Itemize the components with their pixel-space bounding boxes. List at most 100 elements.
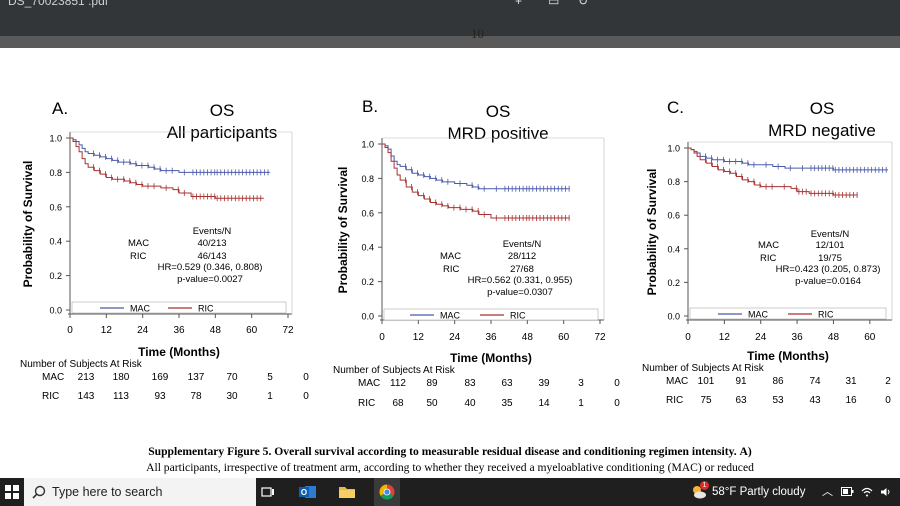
task-view-icon[interactable] xyxy=(256,478,280,506)
taskbar-search-box[interactable]: Type here to search xyxy=(24,478,256,506)
rotate-icon[interactable]: ↻ xyxy=(578,0,589,8)
x-axis-label: Time (Months) xyxy=(450,351,532,365)
p-value: p-value=0.0307 xyxy=(487,287,553,298)
chart-panel-1: A. OS All participants 0.0 0.2 0.4 0.6 0.8 1.0 0 1… xyxy=(20,99,309,402)
survival-curve-ric xyxy=(688,147,858,196)
risk-cell: 31 xyxy=(845,376,857,387)
zoom-in-icon[interactable]: + xyxy=(515,0,523,8)
x-tick-label: 36 xyxy=(792,332,804,343)
risk-cell: 35 xyxy=(501,398,513,409)
risk-cell: 112 xyxy=(390,378,406,389)
x-axis-label: Time (Months) xyxy=(747,349,829,363)
chart-title: OS xyxy=(810,99,835,118)
x-tick-label: 60 xyxy=(864,332,876,343)
pdf-viewer-toolbar: DS_70023851 .pdf + ▭ ↻ xyxy=(0,0,900,36)
stats-mac-events: 40/213 xyxy=(197,238,226,249)
stats-mac-label: MAC xyxy=(758,240,779,251)
stats-ric-label: RIC xyxy=(760,253,777,264)
panel-label: A. xyxy=(52,99,68,118)
risk-table-title: Number of Subjects At Risk xyxy=(20,359,143,370)
y-tick-label: 0.8 xyxy=(361,174,374,184)
risk-cell: 1 xyxy=(578,398,584,409)
y-tick-label: 0.0 xyxy=(667,312,680,322)
y-tick-label: 0.4 xyxy=(361,243,374,253)
hazard-ratio: HR=0.423 (0.205, 0.873) xyxy=(776,264,881,275)
volume-icon[interactable] xyxy=(880,478,892,506)
x-axis-label: Time (Months) xyxy=(138,345,220,359)
risk-cell: 2 xyxy=(885,376,891,387)
p-value: p-value=0.0164 xyxy=(795,276,861,287)
wifi-icon[interactable] xyxy=(861,478,873,506)
risk-cell: 137 xyxy=(188,372,205,383)
figure-caption: Supplementary Figure 5. Overall survival… xyxy=(0,444,900,476)
risk-table-title: Number of Subjects At Risk xyxy=(642,363,765,374)
survival-charts: A. OS All participants 0.0 0.2 0.4 0.6 0.8 1.0 0 1… xyxy=(20,97,893,409)
risk-cell: 180 xyxy=(113,372,130,383)
risk-cell: 40 xyxy=(464,398,476,409)
survival-curve-mac xyxy=(70,137,270,173)
risk-cell: 3 xyxy=(578,378,584,389)
stats-ric-events: 19/75 xyxy=(818,253,842,264)
p-value: p-value=0.0027 xyxy=(177,274,243,285)
fit-page-icon[interactable]: ▭ xyxy=(548,0,560,8)
risk-cell: 53 xyxy=(772,395,784,406)
risk-cell: 74 xyxy=(809,376,821,387)
legend-label-mac: MAC xyxy=(130,304,151,314)
caption-title: Supplementary Figure 5. Overall survival… xyxy=(148,445,737,458)
search-icon xyxy=(32,485,46,499)
risk-cell: 101 xyxy=(698,376,715,387)
x-tick-label: 12 xyxy=(101,325,113,336)
y-axis-label: Probability of Survival xyxy=(336,167,350,294)
stats-mac-events: 28/112 xyxy=(508,251,536,262)
risk-cell: 16 xyxy=(845,395,857,406)
risk-row-label: RIC xyxy=(666,395,683,406)
hazard-ratio: HR=0.529 (0.346, 0.808) xyxy=(158,262,263,273)
stats-ric-events: 27/68 xyxy=(510,264,534,275)
y-tick-label: 0.8 xyxy=(667,177,680,187)
y-tick-label: 0.2 xyxy=(49,271,62,281)
search-placeholder: Type here to search xyxy=(52,485,163,499)
document-title: DS_70023851 .pdf xyxy=(8,0,109,8)
survival-curve-ric xyxy=(70,137,264,199)
chrome-icon[interactable] xyxy=(374,478,400,506)
x-tick-label: 12 xyxy=(719,332,731,343)
risk-cell: 63 xyxy=(501,378,513,389)
y-tick-label: 1.0 xyxy=(361,140,374,150)
chart-title: OS xyxy=(210,101,235,120)
risk-cell: 70 xyxy=(226,372,238,383)
x-tick-label: 48 xyxy=(828,332,840,343)
x-tick-label: 12 xyxy=(413,332,425,343)
legend-label-mac: MAC xyxy=(440,311,461,321)
stats-mac-label: MAC xyxy=(440,251,461,262)
risk-cell: 213 xyxy=(78,372,95,383)
panel-label: C. xyxy=(667,98,684,117)
weather-text[interactable]: 58°F Partly cloudy xyxy=(712,486,806,498)
risk-cell: 63 xyxy=(735,395,747,406)
y-tick-label: 0.4 xyxy=(667,244,680,254)
risk-cell: 169 xyxy=(152,372,169,383)
file-explorer-icon[interactable] xyxy=(335,478,359,506)
battery-icon[interactable] xyxy=(841,478,854,506)
y-tick-label: 0.2 xyxy=(361,277,374,287)
stats-ric-label: RIC xyxy=(130,251,147,262)
chart-title: OS xyxy=(486,102,511,121)
chevron-up-icon[interactable]: ︿ xyxy=(822,486,833,498)
risk-cell: 91 xyxy=(735,376,747,387)
risk-cell: 83 xyxy=(464,378,476,389)
weather-icon[interactable]: 1 xyxy=(688,478,710,506)
stats-ric-label: RIC xyxy=(443,264,460,275)
page-number: 10 xyxy=(471,26,484,41)
x-tick-label: 36 xyxy=(485,332,497,343)
chart-subtitle: MRD negative xyxy=(768,121,876,140)
x-tick-label: 60 xyxy=(246,325,258,336)
caption-body: All participants, irrespective of treatm… xyxy=(146,461,754,474)
survival-curve-mac xyxy=(382,143,570,190)
outlook-icon[interactable]: O xyxy=(296,478,320,506)
page-separator: 10 xyxy=(0,26,900,48)
stats-mac-events: 12/101 xyxy=(815,240,844,251)
legend-label-ric: RIC xyxy=(510,311,526,321)
windows-start-icon[interactable] xyxy=(0,478,24,506)
y-tick-label: 0.0 xyxy=(49,306,62,316)
events-header: Events/N xyxy=(503,239,542,250)
